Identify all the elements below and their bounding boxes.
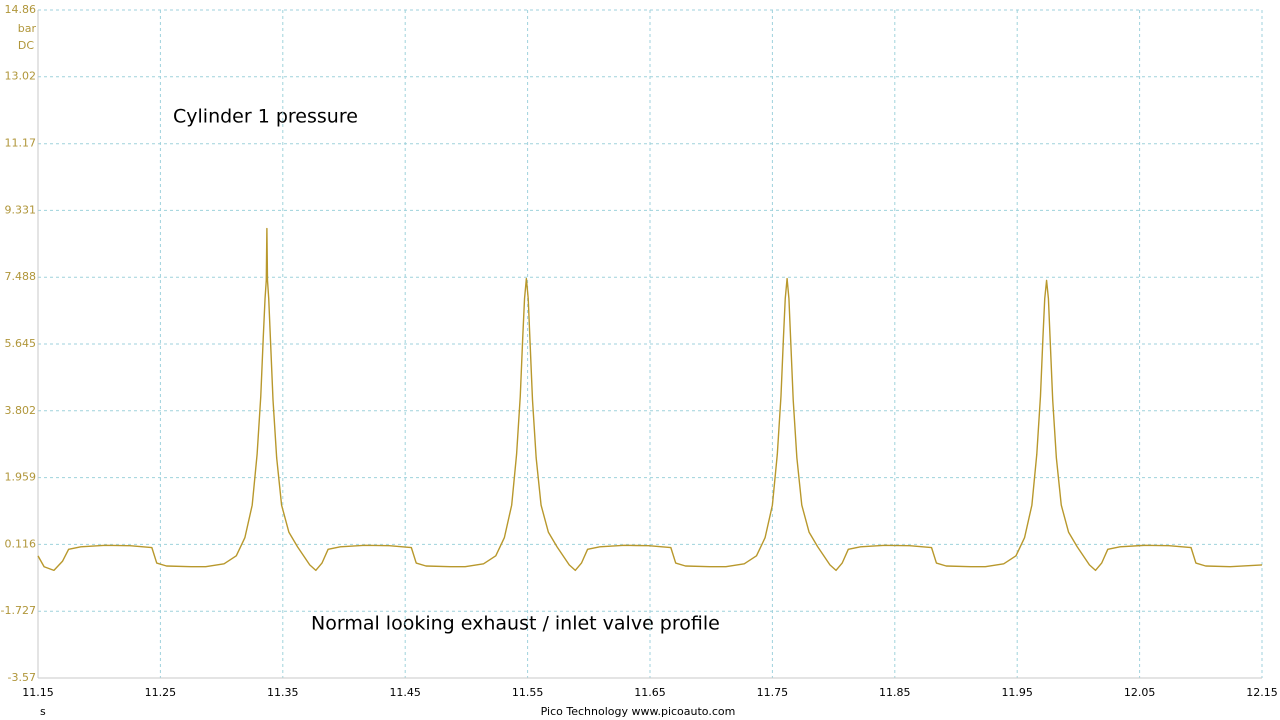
x-tick-label: 11.65	[634, 686, 666, 699]
x-tick-label: 11.95	[1001, 686, 1033, 699]
y-tick-label: -1.727	[1, 604, 36, 617]
x-unit: s	[40, 705, 46, 718]
x-tick-label: 11.55	[512, 686, 544, 699]
y-tick-label: 11.17	[5, 137, 37, 150]
x-tick-label: 11.25	[145, 686, 177, 699]
x-tick-label: 11.15	[22, 686, 54, 699]
x-tick-label: 12.15	[1246, 686, 1278, 699]
y-tick-label: 1.959	[5, 471, 37, 484]
y-tick-label: 5.645	[5, 337, 37, 350]
x-tick-label: 12.05	[1124, 686, 1156, 699]
x-tick-label: 11.75	[757, 686, 789, 699]
annotation: Cylinder 1 pressure	[173, 106, 358, 128]
y-tick-label: 0.116	[5, 537, 37, 550]
annotation: Normal looking exhaust / inlet valve pro…	[311, 613, 720, 635]
footer: Pico Technology www.picoauto.com	[541, 705, 736, 718]
x-tick-label: 11.85	[879, 686, 911, 699]
trace-line	[37, 227, 1263, 572]
x-tick-label: 11.35	[267, 686, 299, 699]
y-tick-label: 7.488	[5, 270, 37, 283]
y-tick-label: 9.331	[5, 203, 37, 216]
x-tick-label: 11.45	[389, 686, 421, 699]
y-tick-label: -3.57	[8, 671, 36, 684]
coupling: DC	[18, 39, 34, 52]
y-unit: bar	[18, 22, 37, 35]
y-tick-label: 14.86	[5, 3, 37, 16]
y-tick-label: 13.02	[5, 70, 37, 83]
y-tick-label: 3.802	[5, 404, 37, 417]
